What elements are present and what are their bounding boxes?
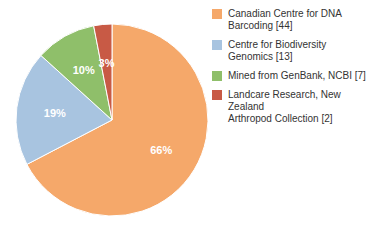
- svg-text:66%: 66%: [150, 144, 172, 156]
- svg-text:10%: 10%: [73, 64, 95, 76]
- svg-text:19%: 19%: [44, 107, 66, 119]
- html-text:Landcare Research, New Zealand: Landcare Research, New Zealand Arthropod…: [228, 89, 341, 124]
- html-text:Mined from GenBank, NCBI [7]: Mined from GenBank, NCBI [7]: [228, 70, 366, 81]
- svg-text:3%: 3%: [99, 57, 115, 69]
- html-text:Centre for Biodiversity Genomi: Centre for Biodiversity Genomics [13]: [228, 39, 327, 62]
- html-text:Canadian Centre for DNA Barcod: Canadian Centre for DNA Barcoding [44]: [228, 8, 342, 31]
